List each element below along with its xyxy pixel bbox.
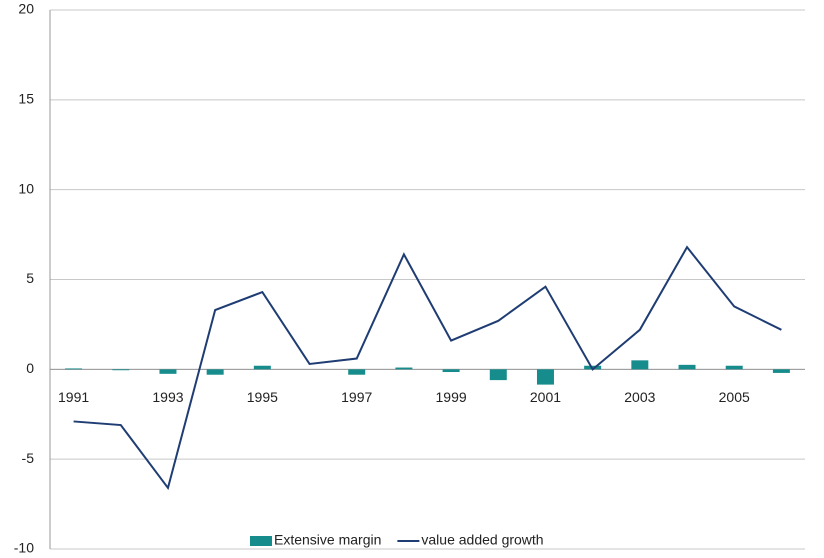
bar — [772, 369, 790, 373]
y-tick-label: 10 — [18, 180, 34, 196]
y-tick-label: 15 — [18, 91, 34, 107]
bar — [253, 365, 271, 370]
y-tick-label: 20 — [18, 1, 34, 17]
x-tick-label: 1995 — [247, 389, 278, 405]
y-tick-label: -5 — [22, 450, 35, 466]
bar — [206, 369, 224, 375]
legend-label: value added growth — [421, 532, 543, 548]
bar — [536, 369, 554, 385]
bar — [112, 369, 130, 371]
x-tick-label: 1999 — [436, 389, 467, 405]
bar — [725, 365, 743, 370]
x-tick-label: 1993 — [152, 389, 183, 405]
bar — [678, 364, 696, 370]
bar — [631, 360, 649, 370]
bar — [489, 369, 507, 381]
x-tick-label: 2001 — [530, 389, 561, 405]
bar — [395, 367, 413, 370]
legend-swatch — [250, 536, 272, 546]
legend-label: Extensive margin — [274, 532, 381, 548]
x-tick-label: 2003 — [624, 389, 655, 405]
bar — [442, 369, 460, 373]
x-tick-label: 1997 — [341, 389, 372, 405]
bar — [159, 369, 177, 374]
x-tick-label: 1991 — [58, 389, 89, 405]
x-tick-label: 2005 — [719, 389, 750, 405]
y-tick-label: 5 — [26, 270, 34, 286]
bar — [348, 369, 366, 375]
line — [73, 245, 782, 491]
y-tick-label: -10 — [14, 540, 34, 556]
y-tick-label: 0 — [26, 360, 34, 376]
bar — [65, 368, 83, 370]
